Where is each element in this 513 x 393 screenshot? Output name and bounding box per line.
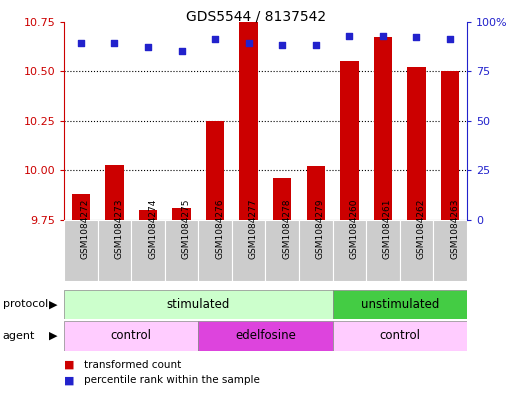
Point (144, 44, 152, 51)
Text: unstimulated: unstimulated (361, 298, 439, 311)
Text: ■: ■ (64, 360, 74, 370)
Point (177, 48, 186, 55)
Point (211, 36, 219, 42)
Text: ■: ■ (64, 375, 74, 386)
Bar (139, 210, 157, 220)
Text: transformed count: transformed count (84, 360, 181, 370)
Text: GSM1084273: GSM1084273 (114, 199, 124, 259)
Text: GSM1084260: GSM1084260 (349, 199, 359, 259)
Bar (441, 71, 459, 220)
Point (312, 42, 320, 49)
Text: protocol: protocol (3, 299, 48, 309)
Text: GSM1084279: GSM1084279 (316, 199, 325, 259)
Text: agent: agent (3, 331, 35, 341)
Bar (273, 178, 291, 220)
Point (110, 40, 119, 47)
Text: edelfosine: edelfosine (235, 329, 296, 342)
Bar (172, 208, 191, 220)
Bar (240, 0, 258, 220)
Bar (64, 321, 199, 351)
Point (278, 42, 286, 49)
Bar (165, 220, 199, 281)
Point (446, 36, 454, 42)
Bar (373, 37, 392, 220)
Text: GSM1084274: GSM1084274 (148, 199, 157, 259)
Bar (97, 220, 131, 281)
Text: GSM1084272: GSM1084272 (81, 199, 90, 259)
Text: stimulated: stimulated (167, 298, 230, 311)
Bar (299, 220, 332, 281)
Text: ▶: ▶ (49, 331, 57, 341)
Bar (199, 220, 232, 281)
Bar (307, 167, 325, 220)
Bar (206, 121, 224, 220)
Text: GSM1084277: GSM1084277 (249, 199, 258, 259)
Point (77, 40, 85, 47)
Text: GSM1084262: GSM1084262 (417, 199, 425, 259)
Bar (332, 220, 366, 281)
Text: percentile rank within the sample: percentile rank within the sample (84, 375, 260, 386)
Text: GSM1084263: GSM1084263 (450, 199, 459, 259)
Bar (266, 220, 299, 281)
Bar (332, 290, 467, 319)
Bar (407, 67, 426, 220)
Text: GSM1084261: GSM1084261 (383, 199, 392, 259)
Text: GSM1084278: GSM1084278 (282, 199, 291, 259)
Text: GSM1084275: GSM1084275 (182, 199, 191, 259)
Text: GDS5544 / 8137542: GDS5544 / 8137542 (186, 10, 327, 24)
Bar (340, 61, 359, 220)
Bar (199, 321, 332, 351)
Bar (433, 220, 467, 281)
Bar (366, 220, 400, 281)
Bar (64, 220, 97, 281)
Bar (332, 321, 467, 351)
Point (379, 32, 387, 39)
Text: control: control (111, 329, 152, 342)
Point (245, 40, 253, 47)
Text: ▶: ▶ (49, 299, 57, 309)
Point (412, 34, 421, 40)
Bar (400, 220, 433, 281)
Bar (232, 220, 266, 281)
Bar (64, 290, 332, 319)
Bar (131, 220, 165, 281)
Text: GSM1084276: GSM1084276 (215, 199, 224, 259)
Text: control: control (379, 329, 420, 342)
Bar (72, 194, 90, 220)
Point (345, 32, 353, 39)
Bar (105, 165, 124, 220)
